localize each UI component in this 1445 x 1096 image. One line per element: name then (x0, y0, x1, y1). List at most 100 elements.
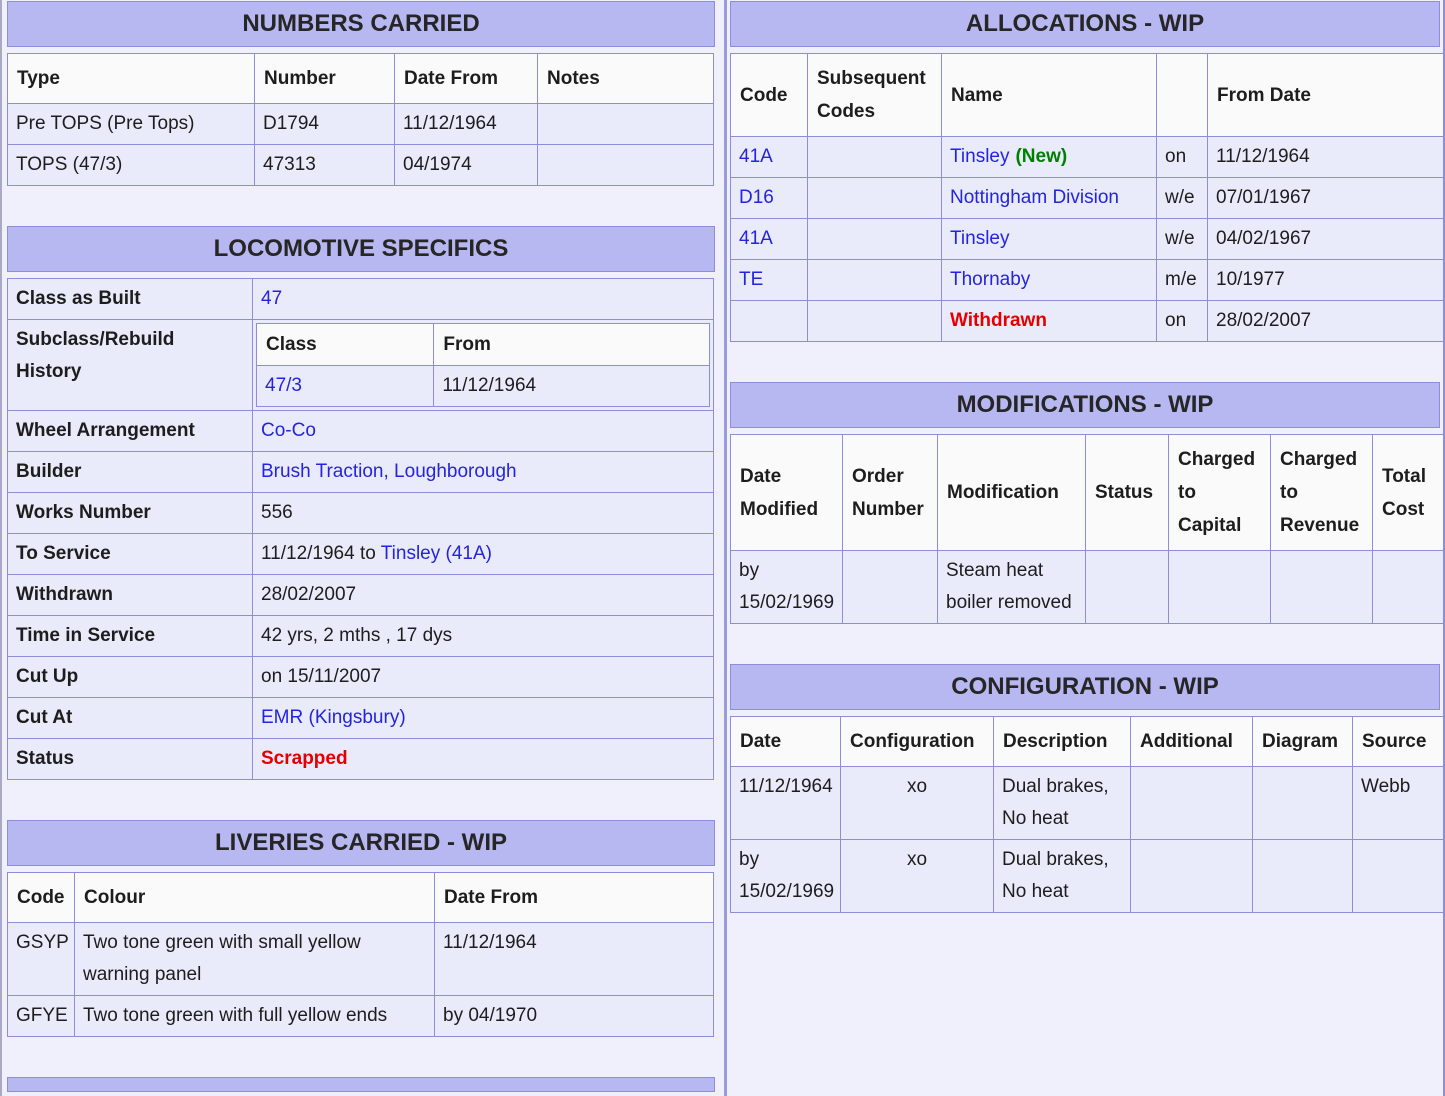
depot-code-link[interactable]: 41A (739, 228, 773, 249)
config-additional-cell (1130, 839, 1253, 913)
table-row: 41A Tinsley (New) on 11/12/1964 (730, 136, 1443, 178)
mod-total-cell (1372, 550, 1443, 624)
liveries-carried-table: Code Colour Date From GSYP Two tone gree… (7, 872, 714, 1037)
next-section-banner-cutoff (7, 1077, 715, 1092)
livery-date-cell: by 04/1970 (434, 995, 714, 1037)
config-code-cell: xo (840, 839, 994, 913)
header-row: Code Colour Date From (7, 872, 714, 923)
col-header-type: Type (7, 53, 255, 104)
header-row: Date Configuration Description Additiona… (730, 716, 1443, 767)
builder-value: Brush Traction, Loughborough (252, 451, 714, 493)
allocation-date-cell: 10/1977 (1207, 259, 1443, 301)
config-description-cell: Dual brakes, No heat (993, 766, 1131, 840)
allocation-date-cell: 07/01/1967 (1207, 177, 1443, 219)
subclass-history-label: Subclass/Rebuild History (7, 319, 253, 411)
notes-cell (537, 144, 714, 186)
left-column: NUMBERS CARRIED Type Number Date From No… (0, 0, 726, 1096)
col-header-notes: Notes (537, 53, 714, 104)
config-date-cell: 11/12/1964 (730, 766, 841, 840)
col-header-number: Number (254, 53, 395, 104)
mod-description-cell: Steam heat boiler removed (937, 550, 1086, 624)
col-header-code: Code (730, 53, 808, 137)
depot-code-link[interactable]: D16 (739, 187, 774, 208)
config-source-cell: Webb (1352, 766, 1443, 840)
builder-link[interactable]: Brush Traction, Loughborough (261, 461, 517, 482)
col-header-status: Status (1085, 434, 1169, 551)
subclass-class-cell: 47/3 (255, 365, 435, 407)
allocation-code-cell (730, 300, 808, 342)
subclass-from-cell: 11/12/1964 (433, 365, 710, 407)
status-label: Status (7, 738, 253, 780)
col-header-date-modified: Date Modified (730, 434, 843, 551)
class-as-built-label: Class as Built (7, 278, 253, 320)
config-diagram-cell (1252, 839, 1353, 913)
depot-name-link[interactable]: Tinsley (950, 146, 1010, 167)
depot-code-link[interactable]: 41A (739, 146, 773, 167)
livery-date-cell: 11/12/1964 (434, 922, 714, 996)
status-value: Scrapped (252, 738, 714, 780)
allocations-table: Code Subsequent Codes Name From Date 41A… (730, 53, 1443, 342)
tinsley-depot-link[interactable]: Tinsley (41A) (380, 543, 492, 564)
wheel-arrangement-value: Co-Co (252, 410, 714, 452)
liveries-carried-title: LIVERIES CARRIED - WIP (7, 820, 715, 866)
col-header-from: From (433, 323, 710, 366)
livery-code-cell: GFYE (7, 995, 75, 1037)
locomotive-specifics-title: LOCOMOTIVE SPECIFICS (7, 226, 715, 272)
col-header-order-number: Order Number (842, 434, 938, 551)
cut-up-label: Cut Up (7, 656, 253, 698)
configuration-title: CONFIGURATION - WIP (730, 664, 1440, 710)
allocation-name-cell: Tinsley (New) (941, 136, 1157, 178)
col-header-description: Description (993, 716, 1131, 767)
col-header-date-from: Date From (434, 872, 714, 923)
config-date-cell: by 15/02/1969 (730, 839, 841, 913)
table-row: Cut At EMR (Kingsbury) (7, 697, 714, 739)
depot-name-link[interactable]: Tinsley (950, 228, 1010, 249)
allocation-date-cell: 04/02/1967 (1207, 218, 1443, 260)
allocation-date-cell: 11/12/1964 (1207, 136, 1443, 178)
allocation-code-cell: TE (730, 259, 808, 301)
to-service-date: 11/12/1964 to (261, 543, 381, 564)
date-from-cell: 04/1974 (394, 144, 538, 186)
cut-at-link[interactable]: EMR (Kingsbury) (261, 707, 406, 728)
allocation-name-cell: Withdrawn (941, 300, 1157, 342)
mod-revenue-cell (1270, 550, 1373, 624)
table-row: Withdrawn on 28/02/2007 (730, 300, 1443, 342)
mod-date-cell: by 15/02/1969 (730, 550, 843, 624)
col-header-subsequent-codes: Subsequent Codes (807, 53, 942, 137)
cut-at-value: EMR (Kingsbury) (252, 697, 714, 739)
table-row: by 15/02/1969 xo Dual brakes, No heat (730, 839, 1443, 913)
table-row: Withdrawn 28/02/2007 (7, 574, 714, 616)
table-row: Builder Brush Traction, Loughborough (7, 451, 714, 493)
time-in-service-label: Time in Service (7, 615, 253, 657)
allocation-name-cell: Nottingham Division (941, 177, 1157, 219)
number-type-cell: TOPS (47/3) (7, 144, 255, 186)
modifications-section: MODIFICATIONS - WIP Date Modified Order … (730, 382, 1443, 624)
config-code-cell: xo (840, 766, 994, 840)
wheel-arrangement-link[interactable]: Co-Co (261, 420, 316, 441)
depot-code-link[interactable]: TE (739, 269, 764, 290)
table-row: TE Thornaby m/e 10/1977 (730, 259, 1443, 301)
class-47-3-link[interactable]: 47/3 (265, 375, 302, 396)
col-header-diagram: Diagram (1252, 716, 1353, 767)
col-header-additional: Additional (1130, 716, 1253, 767)
config-source-cell (1352, 839, 1443, 913)
allocation-subsequent-cell (807, 259, 942, 301)
allocation-qualifier-cell: on (1156, 136, 1208, 178)
table-row: Cut Up on 15/11/2007 (7, 656, 714, 698)
to-service-label: To Service (7, 533, 253, 575)
class-47-link[interactable]: 47 (261, 288, 283, 309)
table-row: Class as Built 47 (7, 278, 714, 320)
depot-name-link[interactable]: Nottingham Division (950, 187, 1119, 208)
col-header-from-date: From Date (1207, 53, 1443, 137)
time-in-service-value: 42 yrs, 2 mths , 17 dys (252, 615, 714, 657)
table-row: Subclass/Rebuild History Class From (7, 319, 714, 411)
allocation-date-cell: 28/02/2007 (1207, 300, 1443, 342)
allocation-qualifier-cell: w/e (1156, 177, 1208, 219)
header-row: Class From (255, 323, 710, 366)
depot-name-link[interactable]: Thornaby (950, 269, 1031, 290)
config-additional-cell (1130, 766, 1253, 840)
table-row: D16 Nottingham Division w/e 07/01/1967 (730, 177, 1443, 219)
withdrawn-badge: Withdrawn (950, 310, 1047, 331)
table-row: Pre TOPS (Pre Tops) D1794 11/12/1964 (7, 103, 714, 145)
